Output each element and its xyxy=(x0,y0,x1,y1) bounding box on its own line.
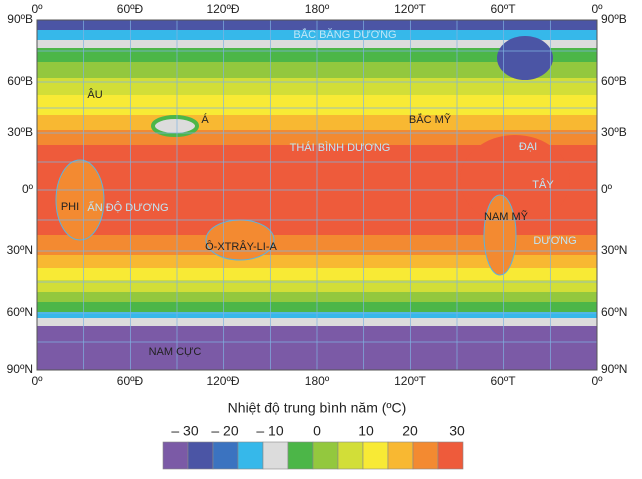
top-lon-label: 180º xyxy=(305,2,330,16)
south-america xyxy=(483,194,517,276)
top-lon-label: 120ºĐ xyxy=(206,2,239,16)
legend-swatch xyxy=(437,441,464,470)
place-label: BẮC MỸ xyxy=(409,113,452,126)
legend-swatch xyxy=(387,441,414,470)
right-lat-label: 0º xyxy=(601,182,613,196)
right-lat-label: 30ºB xyxy=(601,125,627,139)
legend-swatch xyxy=(337,441,364,470)
legend-tick-label: – 20 xyxy=(211,423,238,439)
place-label: ĐẠI xyxy=(519,141,537,153)
right-lat-label: 90ºB xyxy=(601,12,627,26)
legend-swatch xyxy=(362,441,389,470)
place-label: DƯƠNG xyxy=(533,235,576,247)
right-lat-label: 60ºN xyxy=(601,305,627,319)
top-lon-label: 120ºT xyxy=(394,2,426,16)
place-label: Á xyxy=(201,113,209,126)
legend-tick-label: 10 xyxy=(358,423,374,439)
legend-swatch xyxy=(312,441,339,470)
bottom-lon-label: 60ºĐ xyxy=(117,374,144,388)
left-lat-label: 60ºB xyxy=(7,74,33,88)
greenland xyxy=(497,36,553,80)
legend-swatch xyxy=(287,441,314,470)
place-label: Ô-XTRÂY-LI-A xyxy=(205,240,277,253)
bottom-lon-label: 180º xyxy=(305,374,330,388)
place-label: TÂY xyxy=(532,178,554,191)
place-label: PHI xyxy=(61,201,79,213)
bottom-lon-label: 60ºT xyxy=(490,374,516,388)
tibet xyxy=(151,115,199,137)
right-lat-label: 90ºN xyxy=(601,362,627,376)
legend-swatch xyxy=(237,441,264,470)
legend-tick-label: 30 xyxy=(449,423,465,439)
top-lon-label: 0º xyxy=(591,2,603,16)
right-lat-label: 60ºB xyxy=(601,74,627,88)
right-lat-label: 30ºN xyxy=(601,243,627,257)
top-lon-label: 60ºT xyxy=(490,2,516,16)
legend-tick-label: – 30 xyxy=(171,423,198,439)
legend-swatch xyxy=(187,441,214,470)
bottom-lon-label: 120ºT xyxy=(394,374,426,388)
left-lat-label: 60ºN xyxy=(7,305,33,319)
place-label: ÂU xyxy=(87,88,102,101)
legend-title: Nhiệt độ trung bình năm (ºC) xyxy=(228,400,407,416)
place-label: ẤN ĐỘ DƯƠNG xyxy=(87,201,168,214)
place-label: THÁI BÌNH DƯƠNG xyxy=(290,141,391,154)
bottom-lon-label: 0º xyxy=(31,374,43,388)
map-frame xyxy=(36,19,598,371)
left-lat-label: 30ºB xyxy=(7,125,33,139)
left-lat-label: 0º xyxy=(22,182,34,196)
place-label: BẮC BĂNG DƯƠNG xyxy=(293,28,396,41)
legend-swatch xyxy=(212,441,239,470)
bottom-lon-label: 0º xyxy=(591,374,603,388)
top-lon-label: 0º xyxy=(31,2,43,16)
top-lon-label: 60ºĐ xyxy=(117,2,144,16)
left-lat-label: 90ºB xyxy=(7,12,33,26)
legend-swatch xyxy=(262,441,289,470)
legend-tick-label: 0 xyxy=(313,423,321,439)
left-lat-label: 30ºN xyxy=(7,243,33,257)
place-label: NAM MỸ xyxy=(484,210,529,223)
legend-tick-label: – 10 xyxy=(256,423,283,439)
atlantic-warm xyxy=(460,135,570,225)
place-label: NAM CỰC xyxy=(149,346,202,358)
legend-swatch xyxy=(412,441,439,470)
legend-tick-label: 20 xyxy=(402,423,418,439)
left-lat-label: 90ºN xyxy=(7,362,33,376)
legend-swatch xyxy=(162,441,189,470)
bottom-lon-label: 120ºĐ xyxy=(206,374,239,388)
